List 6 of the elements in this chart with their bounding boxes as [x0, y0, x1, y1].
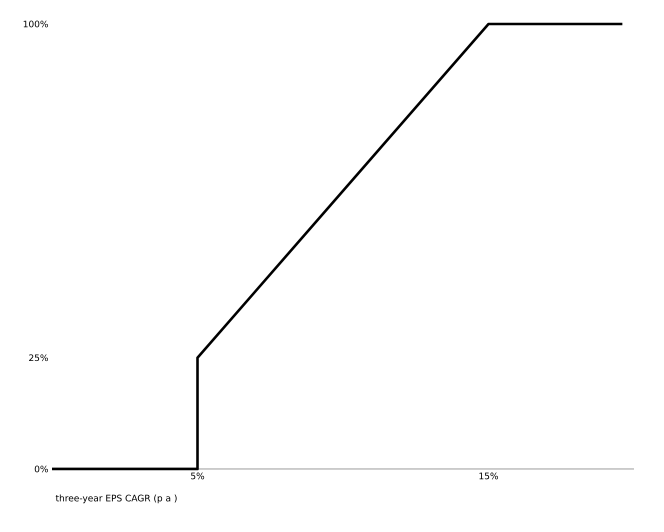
y-tick-label: 100%: [24, 20, 48, 28]
y-tick-label: 25%: [29, 354, 48, 362]
y-tick-label: 0%: [34, 466, 48, 472]
x-axis-title: three-year EPS CAGR (p a ): [56, 494, 177, 504]
x-tick-label: 15%: [479, 472, 498, 480]
x-tick-label: 5%: [191, 472, 204, 480]
